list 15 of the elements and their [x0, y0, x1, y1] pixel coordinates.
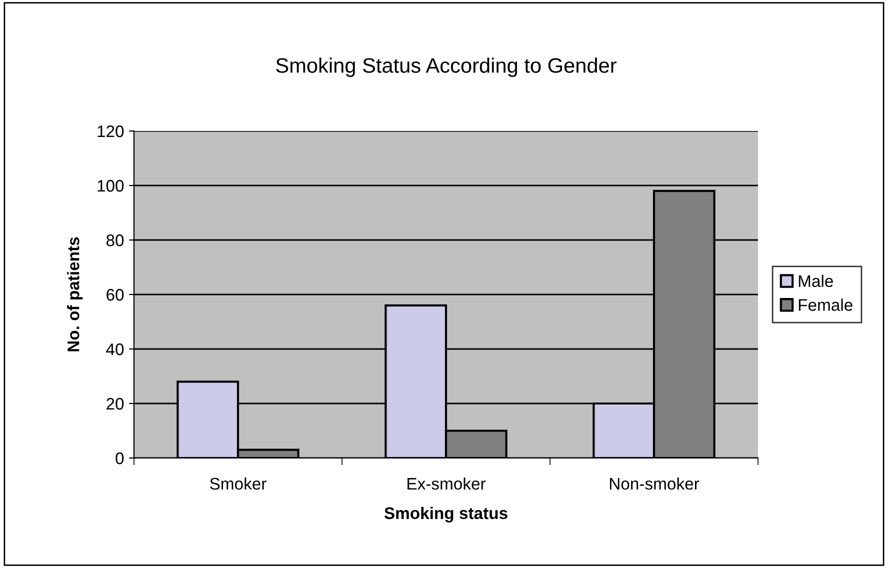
chart-title: Smoking Status According to Gender [276, 58, 616, 77]
x-axis-title: Smoking status [384, 506, 508, 522]
legend-label: Male [798, 274, 833, 288]
legend-label: Female [798, 298, 852, 311]
y-tick-label: 20 [106, 398, 124, 410]
y-axis-title: No. of patients [67, 237, 83, 352]
y-tick-label: 40 [106, 343, 124, 356]
x-tick-label: Non-smoker [610, 477, 700, 490]
x-tick-label: Ex-smoker [408, 477, 486, 490]
y-tick-label: 100 [98, 180, 124, 192]
x-tick-label: Smoker [210, 477, 266, 490]
y-tick-label: 60 [106, 288, 124, 301]
y-tick-label: 80 [106, 234, 124, 246]
y-tick-label: 0 [116, 452, 124, 464]
y-tick-label: 120 [98, 125, 124, 138]
